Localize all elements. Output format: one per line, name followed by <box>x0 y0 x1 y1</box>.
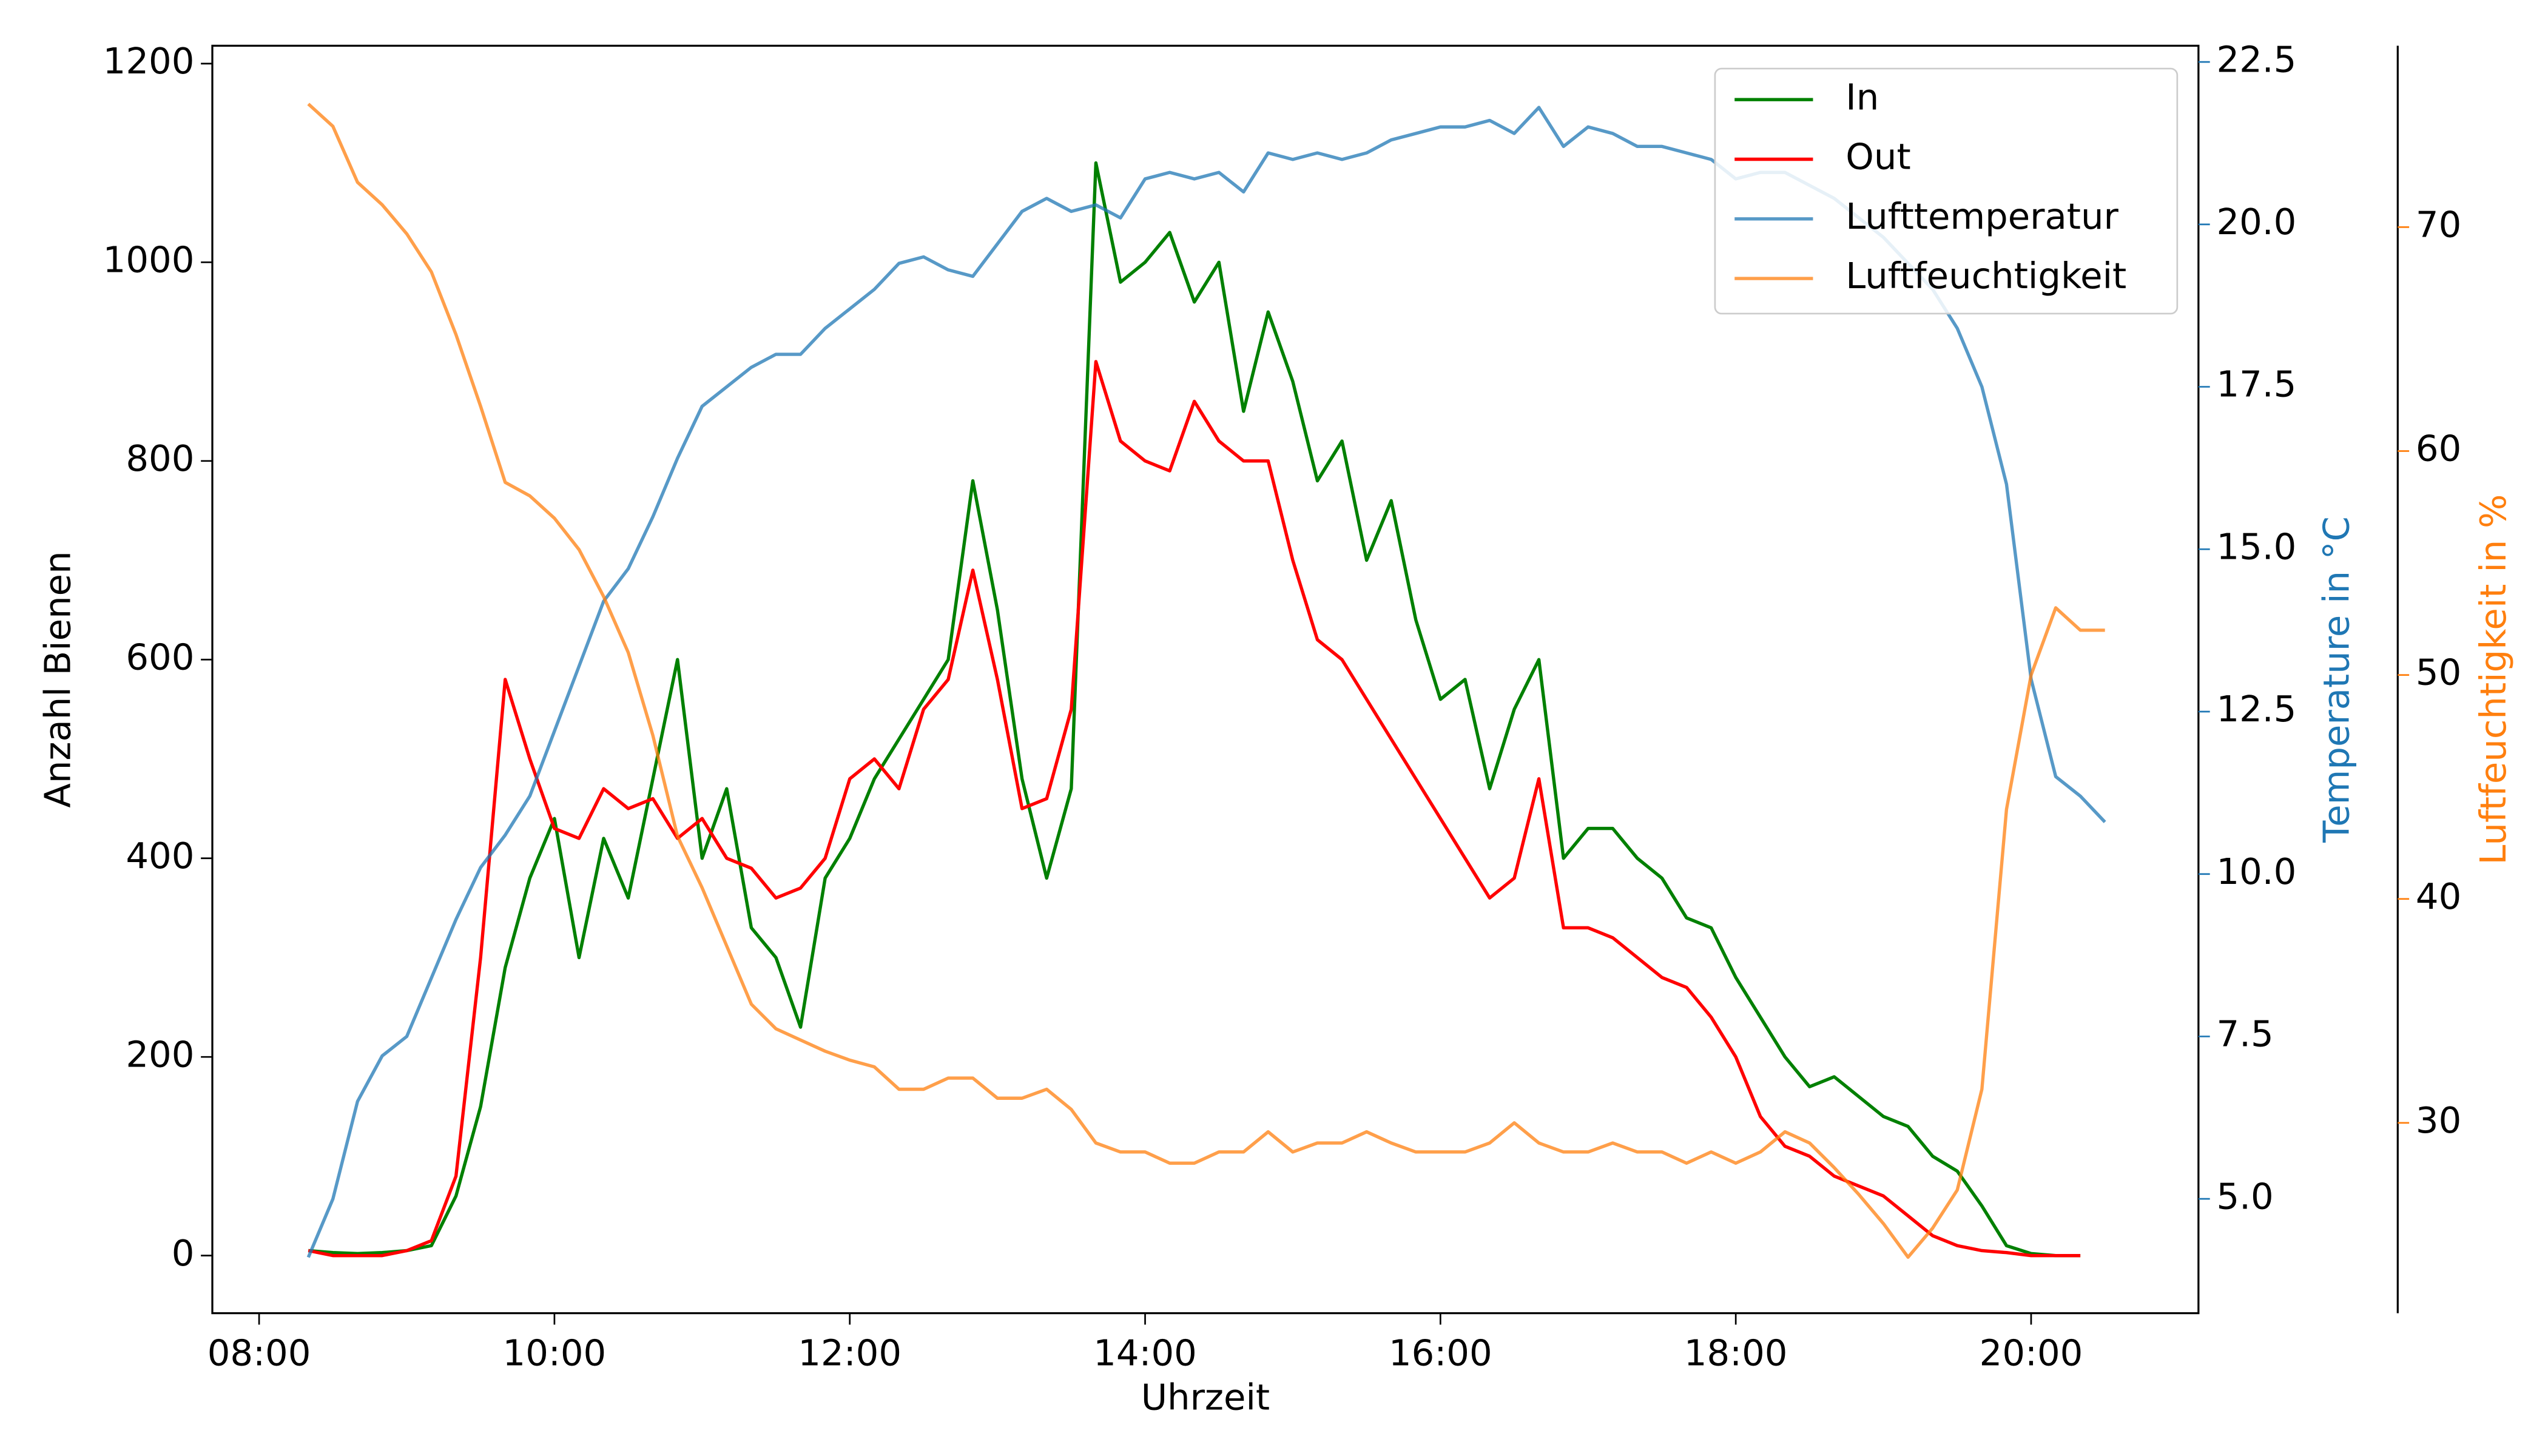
y2-tick-label: 17.5 <box>2216 363 2296 405</box>
legend-box <box>1714 67 2179 315</box>
y2-tick-label: 10.0 <box>2216 851 2296 892</box>
x-tick-label: 08:00 <box>207 1332 311 1374</box>
y2-axis-label: Temperature in °C <box>2315 516 2357 843</box>
y3-tick-label: 70 <box>2416 203 2461 245</box>
x-tick-label: 14:00 <box>1093 1332 1197 1374</box>
y-tick-label: 200 <box>126 1033 194 1075</box>
x-tick-label: 16:00 <box>1389 1332 1492 1374</box>
y2-tick-label: 22.5 <box>2216 38 2296 80</box>
legend-label: Out <box>1845 136 1910 178</box>
legend-label: Lufttemperatur <box>1845 195 2118 237</box>
y-axis-label: Anzahl Bienen <box>37 551 79 807</box>
y-tick-label: 400 <box>126 835 194 877</box>
x-tick-label: 20:00 <box>1980 1332 2083 1374</box>
y2-tick-label: 15.0 <box>2216 525 2296 567</box>
y2-tick-label: 7.5 <box>2216 1013 2273 1055</box>
y3-tick-label: 60 <box>2416 428 2461 470</box>
legend-label: Luftfeuchtigkeit <box>1845 255 2126 297</box>
y3-axis-label: Luftfeuchtigkeit in % <box>2472 494 2514 865</box>
x-axis-label: Uhrzeit <box>1141 1376 1270 1418</box>
y2-tick-label: 5.0 <box>2216 1175 2273 1217</box>
y-tick-label: 600 <box>126 636 194 678</box>
y3-tick-label: 40 <box>2416 875 2461 917</box>
x-tick-label: 12:00 <box>798 1332 902 1374</box>
y-tick-label: 0 <box>172 1232 195 1274</box>
legend-label: In <box>1845 76 1879 118</box>
y2-tick-label: 12.5 <box>2216 688 2296 730</box>
data-line <box>308 161 2081 1258</box>
data-line <box>307 103 2105 1259</box>
y-tick-label: 1000 <box>103 238 195 280</box>
y3-tick-label: 30 <box>2416 1099 2461 1141</box>
x-tick-label: 18:00 <box>1684 1332 1788 1374</box>
plot-frame <box>211 44 2200 1315</box>
data-line <box>308 360 2081 1258</box>
y2-tick-label: 20.0 <box>2216 201 2296 243</box>
y-tick-label: 1200 <box>103 40 195 82</box>
x-tick-label: 10:00 <box>503 1332 607 1374</box>
y3-tick-label: 50 <box>2416 652 2461 693</box>
y-tick-label: 800 <box>126 437 194 479</box>
